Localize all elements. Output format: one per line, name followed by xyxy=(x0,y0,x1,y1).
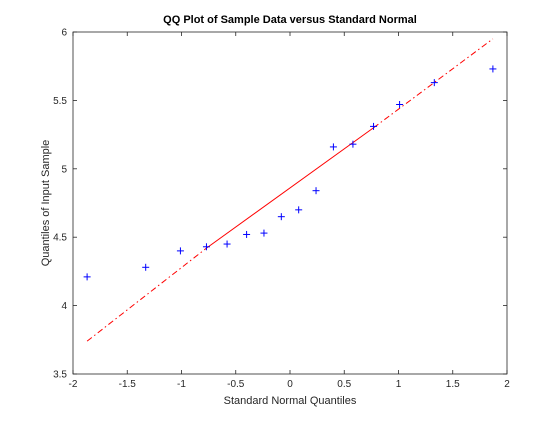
data-point-marker xyxy=(295,206,303,214)
data-point-marker xyxy=(202,243,210,251)
axes-box xyxy=(72,31,508,375)
data-point-marker xyxy=(176,247,184,255)
data-point-marker xyxy=(370,122,378,130)
data-point-marker xyxy=(312,187,320,195)
reference-line-extension xyxy=(373,38,494,129)
plot-area xyxy=(72,31,508,375)
x-tick-label: -2 xyxy=(69,379,78,390)
y-tick-label: 5.5 xyxy=(53,96,67,107)
data-point-marker xyxy=(243,230,251,238)
data-point-marker xyxy=(260,229,268,237)
x-tick-label: -1 xyxy=(177,379,186,390)
y-tick-label: 5 xyxy=(61,164,67,175)
y-tick-label: 3.5 xyxy=(53,370,67,381)
reference-line-extension xyxy=(86,247,207,342)
x-tick-label: -0.5 xyxy=(227,379,245,390)
data-point-marker xyxy=(349,140,357,148)
reference-line-solid xyxy=(206,127,374,249)
x-tick-label: 1.5 xyxy=(446,379,460,390)
x-tick-label: 2 xyxy=(504,379,510,390)
y-tick-label: 4.5 xyxy=(53,233,67,244)
axis-ticks: -2 -1.5 -1 -0.5 0 0.5 1 1.5 2 3.5 4 4.5 5 5.5 6 xyxy=(53,28,510,391)
y-axis-label: Quantiles of Input Sample xyxy=(40,140,52,267)
data-point-marker xyxy=(142,263,150,271)
data-point-marker xyxy=(329,143,337,151)
x-axis-label: Standard Normal Quantiles xyxy=(224,395,357,407)
x-tick-label: 0.5 xyxy=(337,379,351,390)
data-point-marker xyxy=(489,65,497,73)
data-point-marker xyxy=(396,101,404,109)
data-point-marker xyxy=(430,79,438,87)
x-tick-label: -1.5 xyxy=(119,379,137,390)
x-tick-label: 0 xyxy=(287,379,293,390)
data-point-marker xyxy=(223,240,231,248)
data-point-marker xyxy=(277,213,285,221)
y-tick-label: 4 xyxy=(61,301,67,312)
y-tick-label: 6 xyxy=(61,28,67,39)
x-tick-label: 1 xyxy=(396,379,402,390)
chart-title: QQ Plot of Sample Data versus Standard N… xyxy=(163,14,417,26)
data-point-marker xyxy=(83,273,91,281)
